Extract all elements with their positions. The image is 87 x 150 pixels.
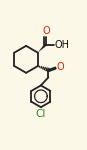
Polygon shape (38, 44, 47, 53)
Text: O: O (56, 62, 64, 72)
Text: Cl: Cl (36, 109, 46, 119)
Text: O: O (42, 26, 50, 36)
Text: OH: OH (54, 40, 69, 50)
